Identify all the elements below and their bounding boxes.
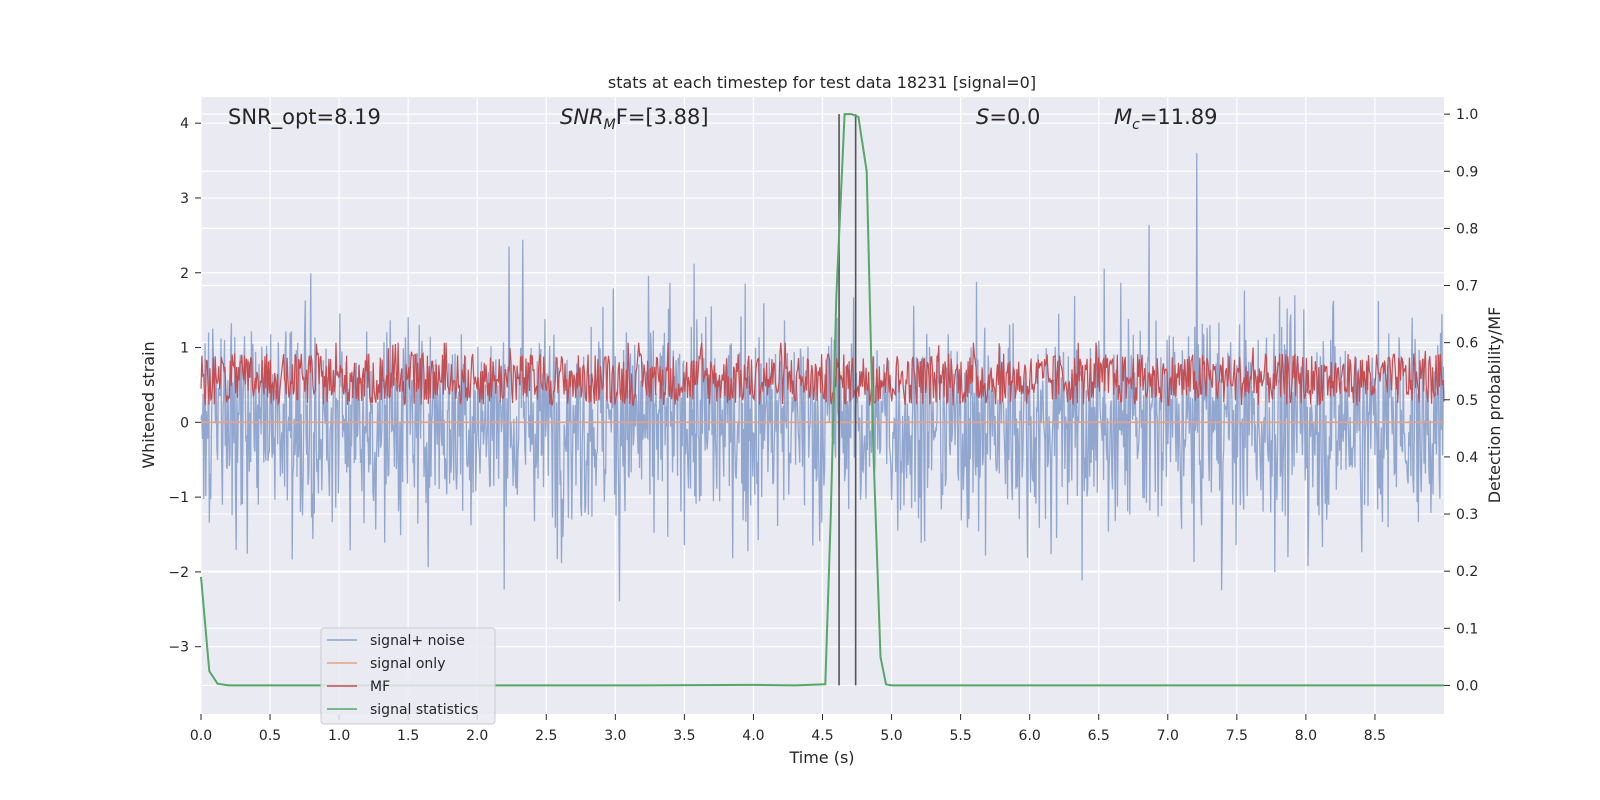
x-axis-label: Time (s) [788, 748, 854, 767]
s-main: S [976, 105, 989, 129]
mc-sub: c [1132, 117, 1140, 133]
y-left-tick-label: 3 [180, 191, 189, 207]
y-left-tick-label: −2 [168, 565, 189, 581]
x-tick-label: 5.0 [880, 728, 902, 744]
y-right-tick-label: 0.2 [1456, 564, 1478, 580]
annotation-snr-opt: SNR_opt=8.19 [228, 105, 381, 130]
legend: signal+ noise signal only MF signal stat… [320, 627, 496, 725]
x-axis-ticks: 0.0 0.5 1.0 1.5 2.0 2.5 3.0 3.5 4.0 4.5 5.0 5.5 6.0 6… [190, 714, 1386, 744]
vertical-markers [838, 114, 857, 686]
chart-title: stats at each timestep for test data 182… [608, 73, 1036, 92]
y-right-axis-ticks: 1.0 0.9 0.8 0.7 0.6 0.5 0.4 0.3 0.2 0.1 0.0 [1444, 107, 1478, 694]
x-tick-label: 0.5 [259, 728, 281, 744]
x-tick-label: 2.5 [535, 728, 557, 744]
x-tick-label: 3.0 [604, 728, 626, 744]
x-tick-label: 6.5 [1088, 728, 1110, 744]
series-mf [200, 342, 1445, 407]
annotation-mc: Mc=11.89 [1114, 105, 1218, 133]
snr-mf-sub: M [604, 117, 616, 133]
y-left-tick-label: −3 [168, 640, 189, 656]
x-tick-label: 7.5 [1226, 728, 1248, 744]
legend-label-signal-only: signal only [370, 656, 445, 672]
series-signal-statistics [200, 113, 1444, 687]
y-right-tick-label: 0.3 [1456, 507, 1478, 523]
y-right-tick-label: 1.0 [1456, 107, 1478, 123]
mf-line [200, 342, 1445, 407]
y-right-tick-label: 0.7 [1456, 279, 1478, 295]
x-tick-label: 3.5 [673, 728, 695, 744]
x-tick-label: 6.0 [1019, 728, 1041, 744]
y-right-tick-label: 0.9 [1456, 164, 1478, 180]
y-left-axis-label: Whitened strain [139, 341, 158, 468]
y-right-tick-label: 0.0 [1456, 678, 1478, 694]
y-left-tick-label: 2 [180, 266, 189, 282]
y-right-tick-label: 0.4 [1456, 450, 1478, 466]
x-tick-label: 8.5 [1364, 728, 1386, 744]
snr-mf-main: SNR [560, 105, 604, 129]
x-tick-label: 0.0 [190, 728, 212, 744]
y-right-tick-label: 0.6 [1456, 336, 1478, 352]
snr-mf-rest: F=[3.88] [616, 105, 709, 129]
legend-label-mf: MF [370, 679, 390, 695]
s-rest: =0.0 [989, 105, 1040, 129]
annotation-s: S=0.0 [976, 105, 1040, 129]
y-right-tick-label: 0.5 [1456, 393, 1478, 409]
x-tick-label: 4.0 [742, 728, 764, 744]
annotation-snr-mf: SNRMF=[3.88] [560, 105, 709, 133]
mc-main: M [1114, 105, 1132, 129]
y-right-axis-label: Detection probability/MF [1485, 307, 1504, 504]
signal-statistics-line [200, 113, 1444, 687]
y-left-axis-ticks: 4 3 2 1 0 −1 −2 −3 [168, 116, 201, 656]
y-left-tick-label: 4 [180, 116, 189, 132]
y-left-tick-label: 1 [180, 341, 189, 357]
y-left-tick-label: 0 [180, 415, 189, 431]
x-tick-label: 1.5 [397, 728, 419, 744]
y-right-tick-label: 0.8 [1456, 221, 1478, 237]
y-left-tick-label: −1 [168, 490, 189, 506]
legend-box [320, 627, 496, 725]
x-tick-label: 5.5 [949, 728, 971, 744]
x-tick-label: 8.0 [1295, 728, 1317, 744]
legend-label-signal-noise: signal+ noise [370, 633, 465, 649]
x-tick-label: 2.0 [466, 728, 488, 744]
mc-rest: =11.89 [1140, 105, 1218, 129]
x-tick-label: 7.0 [1157, 728, 1179, 744]
y-right-tick-label: 0.1 [1456, 621, 1478, 637]
x-tick-label: 1.0 [328, 728, 350, 744]
legend-label-signal-statistics: signal statistics [370, 702, 478, 718]
x-tick-label: 4.5 [811, 728, 833, 744]
